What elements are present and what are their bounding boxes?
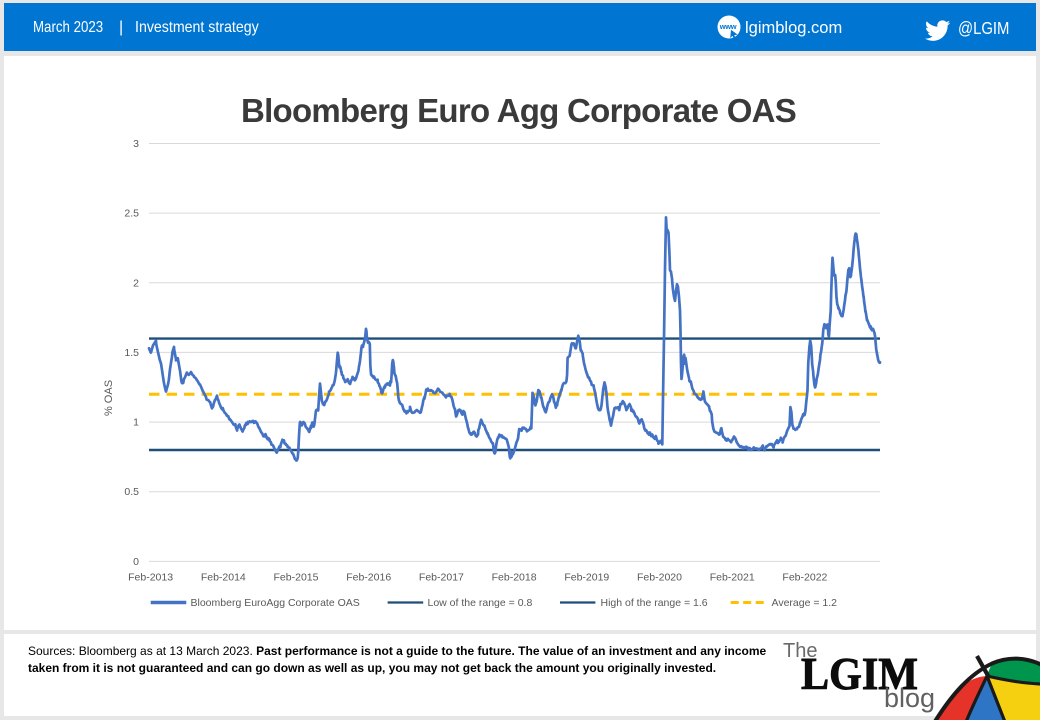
svg-text:High of the range = 1.6: High of the range = 1.6	[601, 597, 708, 609]
svg-text:% OAS: % OAS	[103, 380, 115, 416]
svg-text:Bloomberg EuroAgg Corporate OA: Bloomberg EuroAgg Corporate OAS	[191, 597, 360, 609]
svg-text:lgimblog.com: lgimblog.com	[745, 19, 842, 37]
svg-text:Average = 1.2: Average = 1.2	[772, 597, 838, 609]
svg-text:0: 0	[133, 556, 139, 568]
svg-text:Feb-2013: Feb-2013	[128, 572, 173, 584]
svg-text:Feb-2021: Feb-2021	[710, 572, 755, 584]
svg-text:Feb-2016: Feb-2016	[346, 572, 391, 584]
svg-text:Feb-2015: Feb-2015	[274, 572, 319, 584]
svg-text:Feb-2017: Feb-2017	[419, 572, 464, 584]
svg-text:www: www	[719, 22, 737, 31]
svg-text:Feb-2018: Feb-2018	[492, 572, 537, 584]
svg-text:2: 2	[133, 277, 139, 289]
svg-text:1: 1	[133, 417, 139, 429]
svg-text:0.5: 0.5	[124, 486, 139, 498]
svg-text:@LGIM: @LGIM	[958, 19, 1009, 38]
svg-text:Feb-2022: Feb-2022	[782, 572, 827, 584]
svg-text:2.5: 2.5	[124, 208, 139, 220]
svg-text:Feb-2020: Feb-2020	[637, 572, 682, 584]
svg-text:Feb-2019: Feb-2019	[564, 572, 609, 584]
svg-text:Feb-2014: Feb-2014	[201, 572, 246, 584]
svg-text:Low of the range = 0.8: Low of the range = 0.8	[428, 597, 533, 609]
svg-text:3: 3	[133, 138, 139, 150]
svg-text:1.5: 1.5	[124, 347, 139, 359]
